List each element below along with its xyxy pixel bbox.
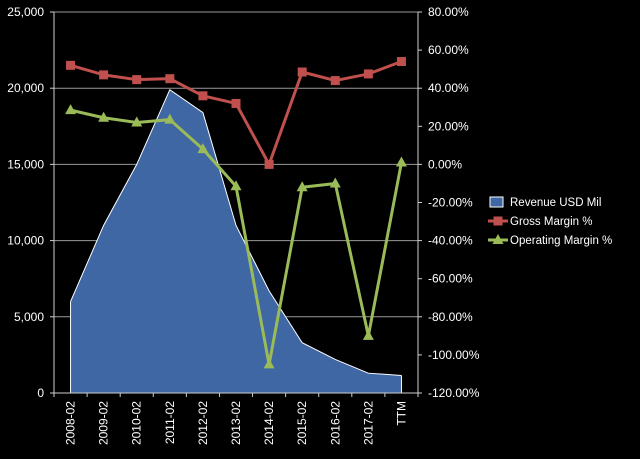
x-axis-tick-label: 2016-02	[328, 401, 342, 445]
right-axis-tick-label: -100.00%	[428, 348, 480, 362]
x-axis-tick-label: 2013-02	[229, 401, 243, 445]
right-axis-tick-label: -60.00%	[428, 272, 473, 286]
legend-label-operating-margin: Operating Margin %	[510, 235, 612, 247]
x-axis-tick-label: 2011-02	[163, 401, 177, 444]
right-axis-tick-label: -120.00%	[428, 386, 480, 400]
x-axis-tick-labels: 2008-02 2009-02 2010-02 2011-02 2012-02 2013-…	[64, 401, 409, 445]
left-axis-tick-label: 20,000	[7, 81, 44, 95]
revenue-area-edge	[70, 88, 402, 376]
gross-margin-point	[231, 98, 241, 108]
left-axis-tick-label: 0	[37, 386, 44, 400]
right-axis-tick-label: 40.00%	[428, 81, 469, 95]
x-axis-tick-label: TTM	[394, 401, 408, 426]
gross-margin-point	[66, 60, 76, 70]
gross-margin-point	[99, 70, 109, 80]
operating-margin-point	[131, 116, 143, 127]
right-axis-tick-label: -40.00%	[428, 234, 473, 248]
gross-margin-point	[264, 159, 274, 169]
x-axis-tick-label: 2017-02	[361, 401, 375, 445]
operating-margin-point	[395, 156, 407, 167]
x-axis-tick-label: 2008-02	[64, 401, 78, 445]
operating-margin-point	[296, 181, 308, 192]
left-axis-tick-label: 5,000	[14, 310, 44, 324]
axes	[50, 11, 422, 397]
legend-swatch-revenue-usd-mil	[489, 196, 504, 208]
x-axis-tick-label: 2009-02	[97, 401, 111, 445]
operating-margin-point	[164, 113, 176, 124]
legend-marker-operating-margin	[492, 234, 504, 244]
revenue-area	[70, 89, 402, 393]
gross-margin-point	[165, 74, 175, 84]
operating-margin-point	[263, 358, 275, 369]
operating-margin-point	[65, 104, 77, 115]
operating-margin-point	[362, 329, 374, 340]
operating-margin-point	[197, 143, 209, 154]
x-axis-tick-label: 2015-02	[295, 401, 309, 445]
right-axis-tick-labels: -120.00% -100.00% -80.00% -60.00% -40.00% -20…	[428, 5, 480, 400]
gross-margin-point	[198, 91, 208, 101]
x-axis-tick-label: 2010-02	[130, 401, 144, 445]
gross-margin-point	[396, 57, 406, 67]
gross-margin-point	[132, 75, 142, 85]
right-axis-tick-label: 0.00%	[428, 157, 462, 171]
right-axis-tick-label: 60.00%	[428, 43, 469, 57]
legend-label-revenue-usd-mil: Revenue USD Mil	[510, 197, 601, 209]
x-axis-tick-label: 2014-02	[262, 401, 276, 445]
right-axis-tick-label: -80.00%	[428, 310, 473, 324]
left-axis-tick-label: 25,000	[7, 5, 44, 19]
revenue-area-layer	[70, 88, 402, 393]
gross-margin-line	[70, 60, 402, 166]
gross-margin-point	[363, 69, 373, 79]
right-axis-tick-label: -20.00%	[428, 196, 473, 210]
operating-margin-point	[230, 180, 242, 191]
operating-margin-point	[329, 177, 341, 188]
gross-margin-point	[297, 67, 307, 77]
x-axis-tick-label: 2012-02	[196, 401, 210, 445]
legend-label-gross-margin: Gross Margin %	[510, 216, 592, 228]
left-axis-tick-labels: 0 5,000 10,000 15,000 20,000 25,000	[7, 5, 44, 400]
legend-marker-gross-margin	[493, 216, 503, 226]
left-axis-tick-label: 10,000	[7, 234, 44, 248]
legend: Revenue USD Mil Gross Margin % Operating M…	[488, 196, 612, 247]
right-axis-tick-label: 20.00%	[428, 119, 469, 133]
left-axis-tick-label: 15,000	[7, 157, 44, 171]
gross-margin-point	[330, 76, 340, 86]
right-axis-tick-label: 80.00%	[428, 5, 469, 19]
operating-margin-point	[98, 111, 110, 122]
margin-lines-layer	[65, 57, 407, 369]
